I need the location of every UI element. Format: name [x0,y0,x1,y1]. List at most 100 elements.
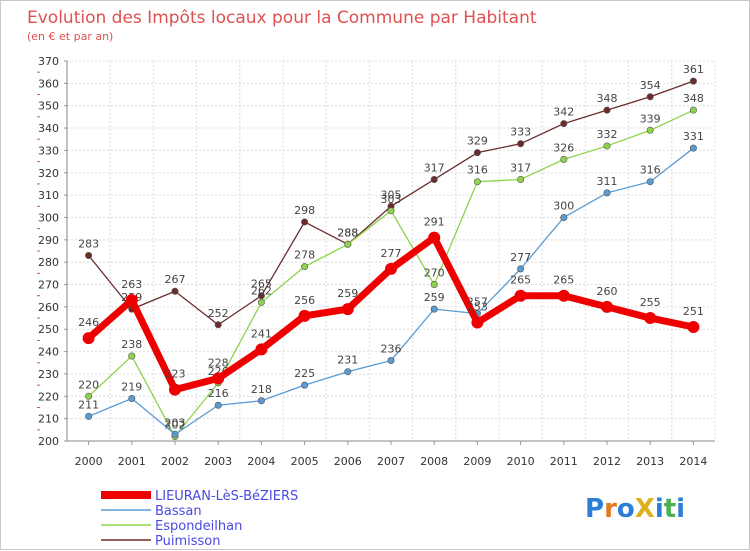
data-point [301,381,309,389]
data-label: 220 [78,378,99,391]
data-point [341,303,354,316]
x-tick-label: 2014 [679,455,707,468]
data-label: 348 [683,92,704,105]
y-tick-label: 320 [38,167,59,180]
chart-subtitle: (en € et par an) [27,30,113,43]
data-label: 259 [337,287,358,300]
data-point [514,289,527,302]
data-label: 317 [510,161,531,174]
data-label: 305 [381,188,402,201]
data-point [689,77,697,85]
data-point [169,383,181,396]
data-label: 251 [683,305,704,318]
series-lieuran-l-s-b-ziers: 246 263 223 228 241 256 259 277 291 253 265 265 260 2… [78,216,704,396]
data-label: 278 [294,249,315,262]
data-point [560,120,568,128]
x-tick-label: 2007 [377,455,405,468]
data-label: 260 [597,285,618,298]
data-point [128,395,136,403]
data-label: 263 [121,278,142,291]
data-point [214,321,222,329]
data-point [644,312,657,325]
data-label: 238 [121,338,142,351]
legend-label: LIEURAN-LèS-BéZIERS [155,489,298,504]
data-label: 252 [208,307,229,320]
data-label: 265 [510,274,531,287]
data-point [344,368,352,376]
legend-label: Bassan [155,504,202,519]
data-label: 332 [597,128,618,141]
data-point [298,309,311,322]
data-label: 265 [251,278,272,291]
data-point [214,401,222,409]
data-label: 223 [165,368,186,381]
data-point [428,231,441,244]
x-tick-label: 2001 [118,455,146,468]
y-tick-label: 310 [38,189,59,202]
data-label: 211 [78,398,99,411]
series: 283 259 267 252 265 298 288 305 317 329 333 342 348 3… [78,63,704,441]
x-tick-label: 2006 [334,455,362,468]
data-label: 246 [78,316,99,329]
data-point [85,412,93,420]
legend: LIEURAN-LèS-BéZIERSBassanEspondeilhanPui… [101,489,298,549]
data-label: 333 [510,126,531,139]
data-point [212,372,225,385]
x-tick-label: 2011 [550,455,578,468]
data-label: 348 [597,92,618,105]
data-label: 241 [251,327,272,340]
data-label: 316 [640,164,661,177]
data-label: 253 [467,301,488,314]
data-label: 354 [640,79,661,92]
data-label: 255 [640,296,661,309]
data-point [517,265,525,273]
data-point [689,144,697,152]
data-label: 291 [424,216,445,229]
data-label: 225 [294,367,315,380]
x-tick-label: 2002 [161,455,189,468]
logo-text: ProXiti [585,494,685,524]
data-point [430,175,438,183]
data-label: 298 [294,204,315,217]
data-label: 267 [165,273,186,286]
data-point [387,357,395,365]
data-point [689,106,697,114]
y-tick-label: 290 [38,234,59,247]
data-point [344,240,352,248]
data-point [601,300,613,313]
data-point [257,397,265,405]
data-label: 288 [337,226,358,239]
data-point [603,106,611,114]
data-point [257,292,265,300]
y-tick-label: 200 [38,435,59,448]
data-point [255,343,268,356]
y-tick-label: 360 [38,77,59,90]
data-point [557,289,570,302]
y-tick-label: 250 [38,323,59,336]
data-point [128,352,136,360]
data-point [385,262,397,275]
data-label: 331 [683,130,704,143]
data-point [257,298,265,306]
data-point [430,281,438,289]
data-label: 228 [208,356,229,369]
data-label: 277 [510,251,531,264]
x-tick-label: 2013 [636,455,664,468]
y-tick-label: 370 [38,55,59,68]
series-puimisson: 283 259 267 252 265 298 288 305 317 329 333 342 348 3… [78,63,704,329]
y-tick-label: 270 [38,279,59,292]
data-point [560,213,568,221]
x-tick-label: 2003 [204,455,232,468]
data-point [560,155,568,163]
y-tick-label: 220 [38,390,59,403]
y-tick-label: 230 [38,368,59,381]
data-point [646,93,654,101]
data-point [85,251,93,259]
y-tick-label: 340 [38,122,59,135]
grid [66,60,716,442]
data-point [603,189,611,197]
data-label: 339 [640,112,661,125]
data-label: 303 [381,193,402,206]
